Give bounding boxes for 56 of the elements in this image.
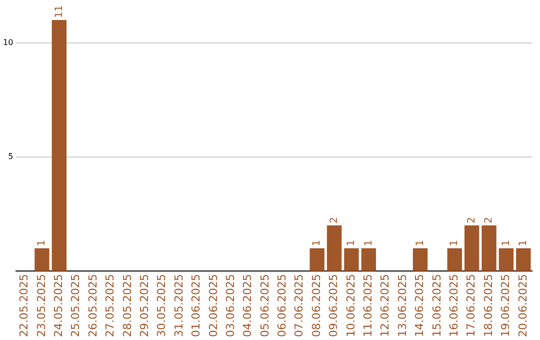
- x-tick-label: 24.05.2025: [52, 274, 66, 338]
- x-tick-label: 08.06.2025: [310, 274, 323, 338]
- x-tick-label: 20.06.2025: [516, 274, 530, 338]
- bar: [52, 20, 67, 272]
- x-tick-label: 07.06.2025: [292, 274, 306, 338]
- bar: [482, 225, 496, 272]
- data-label: 2: [484, 217, 495, 224]
- x-tick-label: 15.06.2025: [430, 274, 444, 338]
- x-tick-label: 27.05.2025: [104, 274, 117, 338]
- x-tick-label: 13.06.2025: [396, 274, 409, 338]
- x-tick-label: 23.05.2025: [34, 274, 48, 338]
- data-label: 11: [54, 5, 65, 18]
- x-tick-label: 03.06.2025: [224, 274, 237, 338]
- data-label: 1: [363, 240, 374, 246]
- x-tick-label: 25.05.2025: [69, 274, 82, 338]
- x-tick-label: 04.06.2025: [241, 274, 254, 338]
- x-tick-label: 09.06.2025: [327, 274, 340, 338]
- bar: [326, 225, 342, 272]
- data-label: 2: [328, 217, 340, 224]
- data-label: 1: [518, 240, 529, 246]
- bar: [361, 248, 376, 272]
- x-tick-label: 10.06.2025: [344, 274, 358, 338]
- bar: [447, 248, 462, 272]
- data-label: 1: [36, 240, 48, 246]
- x-tick-label: 28.05.2025: [120, 274, 134, 338]
- x-tick-label: 06.06.2025: [276, 274, 289, 338]
- x-tick-label: 18.06.2025: [482, 274, 495, 338]
- bar: [34, 248, 50, 272]
- data-label: 1: [500, 240, 512, 246]
- x-tick-label: 02.06.2025: [206, 274, 220, 338]
- data-label: 1: [449, 240, 460, 246]
- x-tick-label: 17.06.2025: [464, 274, 478, 338]
- x-tick-label: 05.06.2025: [258, 274, 272, 338]
- x-tick-label: 31.05.2025: [172, 274, 186, 338]
- data-label: 2: [466, 217, 478, 224]
- y-tick-label: 5: [8, 152, 14, 161]
- x-tick-label: 22.05.2025: [18, 274, 31, 338]
- bar: [498, 248, 514, 272]
- x-tick-label: 01.06.2025: [190, 274, 203, 338]
- data-label: 1: [414, 240, 426, 246]
- x-tick-label: 29.05.2025: [138, 274, 151, 338]
- data-label: 1: [312, 240, 323, 246]
- x-tick-label: 16.06.2025: [447, 274, 460, 338]
- x-tick-label: 19.06.2025: [499, 274, 512, 338]
- x-tick-label: 12.06.2025: [378, 274, 392, 338]
- y-tick-label: 10: [2, 38, 14, 47]
- x-tick-label: 14.06.2025: [413, 274, 426, 338]
- data-label: 1: [346, 240, 358, 246]
- x-tick-label: 30.05.2025: [155, 274, 168, 338]
- bar: [516, 248, 531, 272]
- bar: [344, 248, 359, 272]
- bar: [412, 248, 428, 272]
- x-tick-label: 11.06.2025: [362, 274, 375, 338]
- bar: [310, 248, 324, 272]
- x-tick-label: 26.05.2025: [86, 274, 100, 338]
- bar: [464, 225, 480, 272]
